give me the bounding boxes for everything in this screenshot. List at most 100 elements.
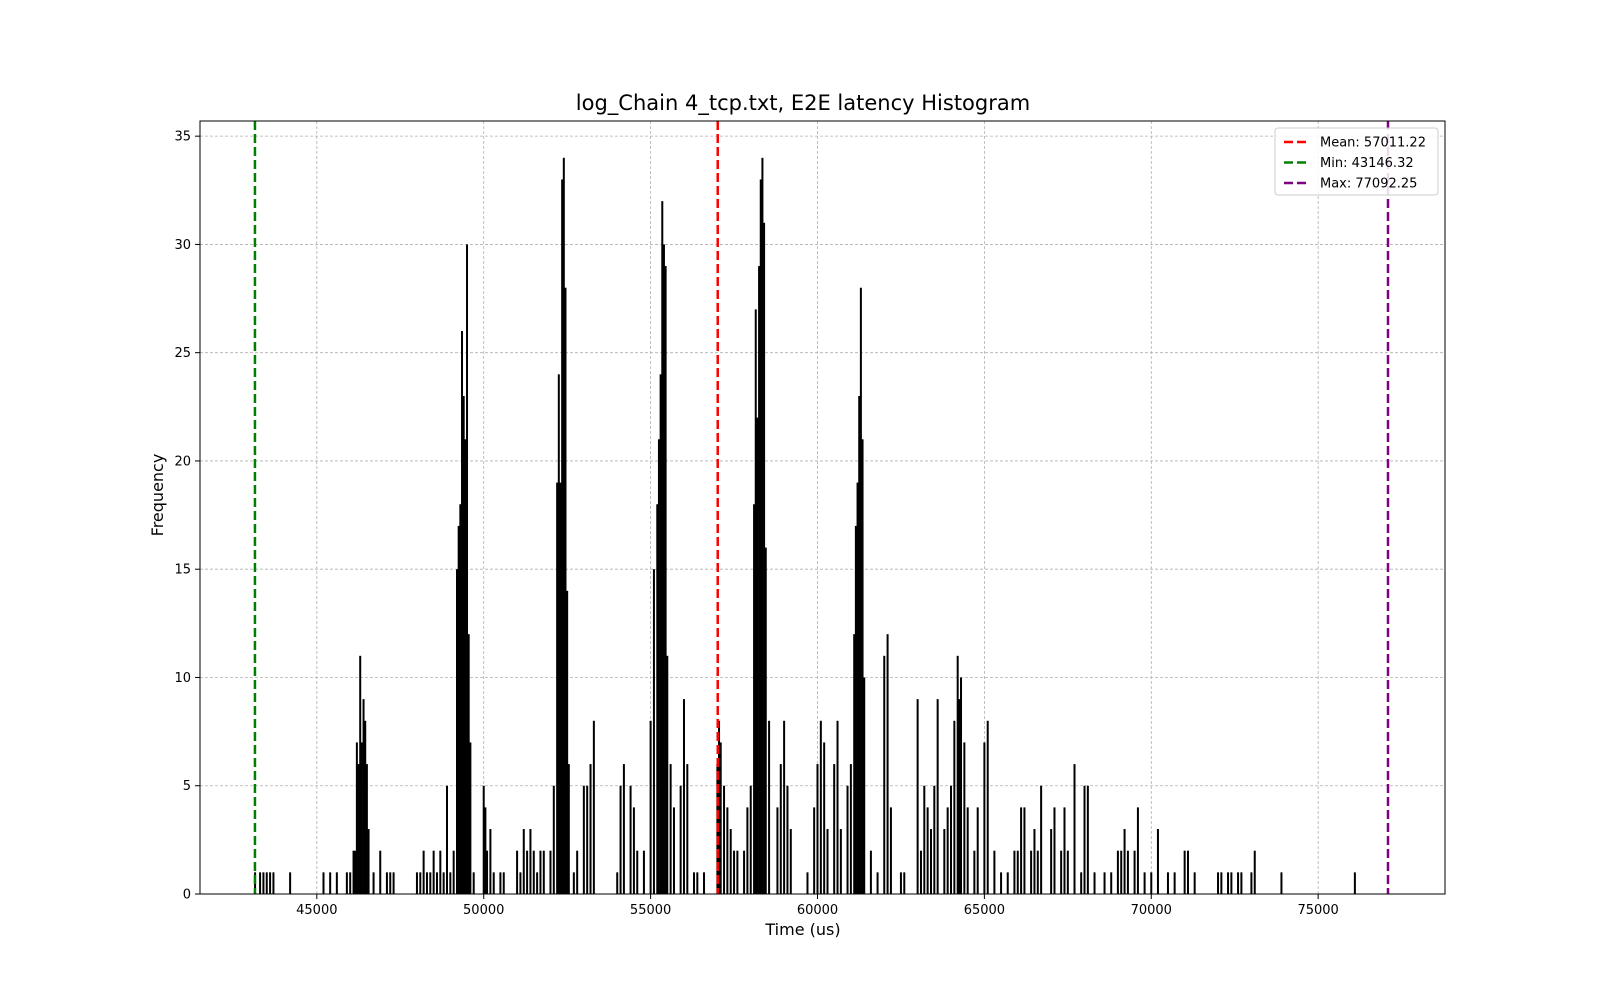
y-tick-label: 30 (174, 238, 191, 253)
histogram-bar (933, 785, 936, 894)
histogram-bar (754, 309, 757, 894)
histogram-bar (492, 872, 495, 894)
histogram-bar (823, 742, 826, 894)
histogram-bar (379, 850, 382, 894)
y-tick-label: 0 (183, 888, 191, 903)
histogram-bar (364, 720, 367, 894)
histogram-bar (629, 785, 632, 894)
histogram-bar (272, 872, 275, 894)
histogram-bar (367, 829, 370, 894)
histogram-bar (1230, 872, 1233, 894)
histogram-bar (1133, 850, 1136, 894)
histogram-bar (1220, 872, 1223, 894)
histogram-bar (329, 872, 332, 894)
histogram-bar (542, 850, 545, 894)
histogram-bar (1050, 829, 1053, 894)
histogram-bar (753, 504, 756, 894)
x-tick-label: 45000 (296, 903, 337, 918)
histogram-bar (372, 872, 375, 894)
histogram-bar (950, 785, 953, 894)
histogram-bar (486, 850, 489, 894)
histogram-bar (786, 785, 789, 894)
histogram-bar (415, 872, 418, 894)
histogram-bar (1073, 764, 1076, 894)
histogram-bar (1040, 785, 1043, 894)
histogram-bar (1136, 807, 1139, 894)
histogram-bar (1016, 850, 1019, 894)
legend: Mean: 57011.22 Min: 43146.32 Max: 77092.25 (1274, 127, 1439, 196)
histogram-bar (259, 872, 262, 894)
histogram-bar (1173, 872, 1176, 894)
histogram-bar (449, 872, 452, 894)
x-axis-label: Time (us) (764, 920, 840, 939)
histogram-bar (736, 850, 739, 894)
reference-lines (253, 121, 1390, 894)
histogram-bar (1030, 850, 1033, 894)
histogram-bar (445, 785, 448, 894)
histogram-bar (966, 807, 969, 894)
histogram-bar (1053, 807, 1056, 894)
histogram-bar (562, 157, 565, 895)
histogram-bar (669, 764, 672, 894)
histogram-bar (1023, 807, 1026, 894)
legend-box (1274, 127, 1439, 196)
histogram-bar (466, 244, 469, 894)
histogram-bar (661, 201, 664, 894)
histogram-bar (322, 872, 325, 894)
histogram-bar (642, 850, 645, 894)
histogram-bar (422, 850, 425, 894)
histogram-bar (1166, 872, 1169, 894)
histogram-bar (355, 742, 358, 894)
histogram-bar (819, 720, 822, 894)
histogram-bar (899, 872, 902, 894)
histogram-bar (452, 850, 455, 894)
axis-ticks: 45000 50000 55000 60000 65000 70000 75000 0 5 10 1… (174, 130, 1338, 918)
histogram-bar (461, 331, 464, 894)
y-tick-label: 25 (174, 346, 191, 361)
histogram-bar (919, 850, 922, 894)
histogram-bar (1253, 850, 1256, 894)
histogram-bar (432, 850, 435, 894)
histogram-bar (262, 872, 265, 894)
histogram-bar (733, 850, 736, 894)
histogram-bar (813, 807, 816, 894)
plot-frame (199, 120, 1446, 895)
histogram-bar (903, 872, 906, 894)
histogram-bar (1186, 850, 1189, 894)
histogram-bar (561, 179, 564, 895)
histogram-bar (567, 764, 570, 894)
histogram-bar (746, 807, 749, 894)
histogram-bar (976, 807, 979, 894)
histogram-bar (1143, 872, 1146, 894)
histogram-bar (953, 720, 956, 894)
x-tick-label: 50000 (463, 903, 504, 918)
histogram-bar (756, 417, 759, 894)
histogram-bar (467, 634, 470, 894)
histogram-bar (1006, 872, 1009, 894)
histogram-bar (656, 504, 659, 894)
histogram-bar (779, 764, 782, 894)
histogram-bar (1280, 872, 1283, 894)
histogram-bar (359, 655, 362, 894)
histogram-bar (1020, 807, 1023, 894)
histogram-bar (723, 785, 726, 894)
histogram-bar (806, 872, 809, 894)
histogram-bar (1086, 785, 1089, 894)
histogram-bar (457, 525, 460, 894)
histogram-bar (519, 872, 522, 894)
histogram-bar (269, 872, 272, 894)
histogram-bar (876, 872, 879, 894)
histogram-bar (749, 785, 752, 894)
histogram-bar (349, 872, 352, 894)
histogram-bar (664, 266, 667, 894)
histogram-bar (526, 850, 529, 894)
histogram-bar (1240, 872, 1243, 894)
histogram-bar (960, 677, 963, 894)
histogram-bar (1060, 850, 1063, 894)
histogram-bar (1103, 872, 1106, 894)
histogram-bar (362, 699, 365, 894)
histogram-bar (743, 850, 746, 894)
histogram-bar (692, 872, 695, 894)
histogram-bar (352, 850, 355, 894)
histogram-bar (916, 699, 919, 894)
